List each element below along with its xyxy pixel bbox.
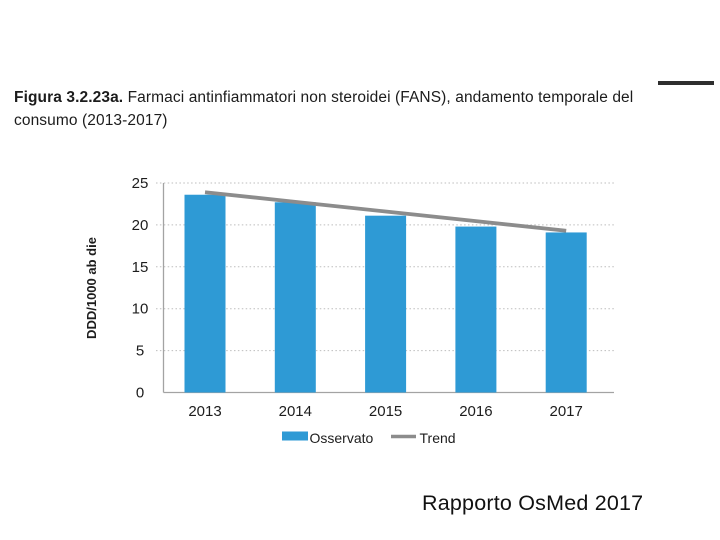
y-tick-label-25: 25 xyxy=(132,175,149,192)
caption-line1-text: Farmaci antinfiammatori non steroidei (F… xyxy=(123,89,634,106)
x-tick-label-2017: 2017 xyxy=(550,403,583,420)
y-tick-label-5: 5 xyxy=(136,343,144,360)
caption-line2: consumo (2013-2017) xyxy=(14,111,168,129)
x-tick-label-2014: 2014 xyxy=(279,403,312,420)
bar-2013 xyxy=(184,194,226,393)
bar-2017 xyxy=(545,232,587,393)
legend-label-trend: Trend xyxy=(420,430,456,446)
bar-2016 xyxy=(455,226,497,393)
legend-label-osservato: Osservato xyxy=(310,430,374,446)
y-axis-title: DDD/1000 ab die xyxy=(84,237,99,339)
x-tick-label-2013: 2013 xyxy=(188,403,221,420)
top-right-line xyxy=(658,81,714,85)
source-credit: Rapporto OsMed 2017 xyxy=(422,491,644,515)
bar-2015 xyxy=(365,215,407,393)
figure-caption: Figura 3.2.23a. Farmaci antinfiammatori … xyxy=(14,87,720,132)
bar-2014 xyxy=(274,202,316,393)
y-tick-label-10: 10 xyxy=(132,301,149,318)
legend-swatch-osservato xyxy=(282,431,308,441)
y-tick-label-20: 20 xyxy=(132,217,149,234)
y-tick-label-0: 0 xyxy=(136,385,144,402)
x-tick-label-2016: 2016 xyxy=(459,403,492,420)
figure-number: Figura 3.2.23a. xyxy=(14,89,124,106)
trend-line xyxy=(204,190,567,233)
x-tick-label-2015: 2015 xyxy=(369,403,402,420)
caption-line1: Figura 3.2.23a. Farmaci antinfiammatori … xyxy=(14,87,720,110)
y-tick-label-15: 15 xyxy=(132,259,149,276)
